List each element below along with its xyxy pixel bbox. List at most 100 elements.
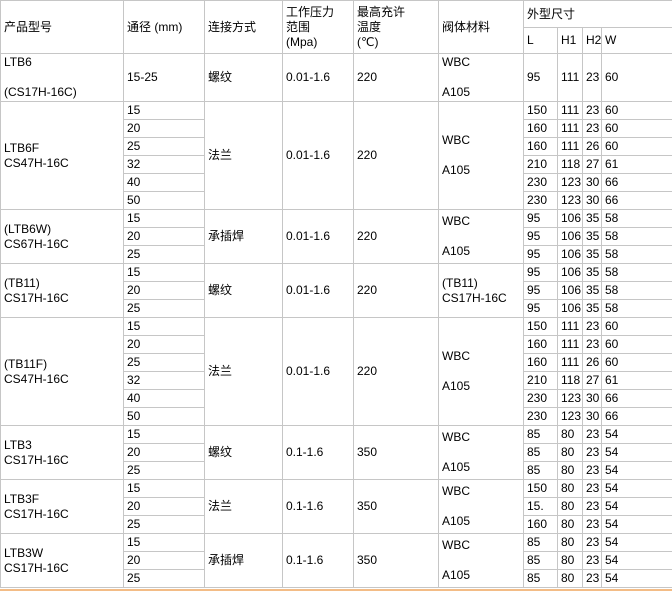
material-cell: WBC A105	[439, 426, 524, 480]
size-cell: 25	[124, 570, 205, 588]
dim-cell-w: 60	[602, 336, 672, 354]
dim-cell-w: 60	[602, 54, 672, 102]
header-cell-dimensions: 外型尺寸	[524, 1, 672, 28]
dim-cell-w: 54	[602, 480, 672, 498]
size-cell: 15	[124, 426, 205, 444]
size-cell: 32	[124, 372, 205, 390]
connection-cell: 法兰	[205, 318, 283, 426]
dim-cell-h1: 111	[558, 138, 583, 156]
size-cell: 20	[124, 228, 205, 246]
dim-cell-l: 95	[524, 264, 558, 282]
connection-cell: 承插焊	[205, 210, 283, 264]
dim-cell-l: 160	[524, 120, 558, 138]
dim-cell-h1: 80	[558, 534, 583, 552]
dim-cell-w: 54	[602, 462, 672, 480]
dim-cell-h1: 123	[558, 408, 583, 426]
dim-cell-h1: 111	[558, 318, 583, 336]
temperature-cell: 220	[354, 264, 439, 318]
size-cell: 20	[124, 336, 205, 354]
size-cell: 20	[124, 498, 205, 516]
dim-cell-w: 54	[602, 534, 672, 552]
pressure-cell: 0.1-1.6	[283, 426, 354, 480]
pressure-cell: 0.01-1.6	[283, 210, 354, 264]
dim-cell-h2: 35	[583, 228, 602, 246]
dim-cell-w: 54	[602, 498, 672, 516]
dim-cell-l: 85	[524, 444, 558, 462]
dim-cell-l: 85	[524, 462, 558, 480]
dim-cell-l: 230	[524, 408, 558, 426]
dim-cell-w: 54	[602, 516, 672, 534]
header-cell-dim-w: W	[602, 28, 672, 54]
dim-cell-h1: 106	[558, 210, 583, 228]
dim-cell-l: 160	[524, 354, 558, 372]
dim-cell-h2: 35	[583, 282, 602, 300]
material-cell: (TB11) CS17H-16C	[439, 264, 524, 318]
dim-cell-h2: 26	[583, 354, 602, 372]
dim-cell-w: 60	[602, 138, 672, 156]
dim-cell-h1: 80	[558, 498, 583, 516]
dim-cell-h1: 118	[558, 372, 583, 390]
dim-cell-h2: 23	[583, 534, 602, 552]
temperature-cell: 220	[354, 318, 439, 426]
material-cell: WBC A105	[439, 210, 524, 264]
dim-cell-l: 160	[524, 516, 558, 534]
dim-cell-l: 95	[524, 300, 558, 318]
header-cell-dim-h2: H2	[583, 28, 602, 54]
dim-cell-h2: 30	[583, 192, 602, 210]
dim-cell-l: 15.	[524, 498, 558, 516]
dim-cell-l: 85	[524, 426, 558, 444]
dim-cell-l: 150	[524, 480, 558, 498]
size-cell: 32	[124, 156, 205, 174]
dim-cell-h2: 30	[583, 390, 602, 408]
dim-cell-h2: 27	[583, 156, 602, 174]
size-cell: 25	[124, 300, 205, 318]
dim-cell-h2: 23	[583, 102, 602, 120]
dim-cell-h2: 35	[583, 264, 602, 282]
header-cell-pressure: 工作压力 范围 (Mpa)	[283, 1, 354, 54]
dim-cell-h2: 23	[583, 480, 602, 498]
dim-cell-w: 60	[602, 354, 672, 372]
temperature-cell: 350	[354, 534, 439, 588]
size-cell: 15-25	[124, 54, 205, 102]
connection-cell: 法兰	[205, 480, 283, 534]
dim-cell-h1: 111	[558, 120, 583, 138]
model-cell: LTB3 CS17H-16C	[1, 426, 124, 480]
dim-cell-h2: 30	[583, 174, 602, 192]
material-cell: WBC A105	[439, 534, 524, 588]
dim-cell-h2: 23	[583, 444, 602, 462]
material-cell: WBC A105	[439, 102, 524, 210]
dim-cell-h2: 23	[583, 552, 602, 570]
dim-cell-h1: 80	[558, 444, 583, 462]
dim-cell-h1: 80	[558, 570, 583, 588]
size-cell: 20	[124, 552, 205, 570]
dim-cell-w: 58	[602, 300, 672, 318]
dim-cell-l: 150	[524, 318, 558, 336]
dim-cell-h2: 23	[583, 318, 602, 336]
size-cell: 40	[124, 174, 205, 192]
header-cell-diameter: 通径 (mm)	[124, 1, 205, 54]
dim-cell-w: 58	[602, 264, 672, 282]
pressure-cell: 0.1-1.6	[283, 534, 354, 588]
dim-cell-h1: 106	[558, 246, 583, 264]
size-cell: 15	[124, 318, 205, 336]
dim-cell-w: 66	[602, 390, 672, 408]
dim-cell-w: 61	[602, 372, 672, 390]
connection-cell: 螺纹	[205, 264, 283, 318]
dim-cell-l: 230	[524, 192, 558, 210]
size-cell: 50	[124, 408, 205, 426]
size-cell: 15	[124, 102, 205, 120]
dim-cell-h1: 123	[558, 390, 583, 408]
connection-cell: 法兰	[205, 102, 283, 210]
temperature-cell: 220	[354, 210, 439, 264]
dim-cell-w: 66	[602, 192, 672, 210]
material-cell: WBC A105	[439, 480, 524, 534]
dim-cell-h1: 80	[558, 426, 583, 444]
